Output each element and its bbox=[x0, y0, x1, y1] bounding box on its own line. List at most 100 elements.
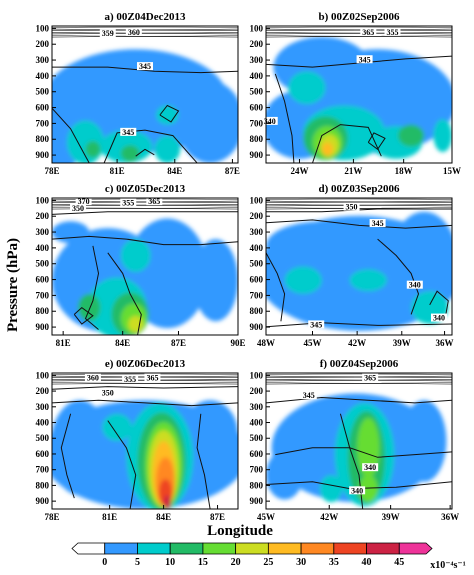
shading-cell bbox=[154, 135, 181, 163]
contour-line bbox=[266, 29, 452, 31]
colorbar-segment bbox=[202, 542, 237, 555]
y-tick-label: 500 bbox=[250, 259, 264, 269]
y-tick-label: 800 bbox=[250, 306, 264, 316]
contour-line bbox=[52, 28, 238, 31]
panel-f: 365 345 340 340 100 200 300 400 500 600 700 800 900 4… bbox=[250, 358, 460, 522]
panel-a: 359 360 345 345 100 200 300 400 500 600 700 800 900 7… bbox=[36, 11, 240, 176]
y-tick-label: 100 bbox=[36, 195, 50, 205]
contour-line bbox=[266, 252, 286, 322]
y-tick-label: 100 bbox=[250, 195, 264, 205]
y-tick-label: 600 bbox=[250, 103, 264, 113]
panel-title: e) 00Z06Dec2013 bbox=[105, 358, 186, 370]
contour-line bbox=[429, 290, 449, 322]
y-tick-label: 200 bbox=[250, 39, 264, 49]
contour-label-bg bbox=[99, 388, 116, 397]
y-tick-label: 900 bbox=[250, 496, 264, 506]
y-tick-label: 600 bbox=[250, 275, 264, 285]
contour-label: 355 bbox=[122, 198, 134, 207]
contour-label-bg bbox=[349, 486, 366, 495]
x-tick-label: 18W bbox=[395, 166, 413, 176]
colorbar-tick-label: 5 bbox=[135, 557, 140, 568]
contour-label-bg bbox=[70, 203, 87, 212]
contour-line bbox=[107, 252, 142, 335]
y-tick-label: 300 bbox=[250, 227, 264, 237]
contour-label: 365 bbox=[362, 28, 374, 37]
shading-cell bbox=[163, 495, 172, 509]
colorbar-segment bbox=[71, 542, 106, 555]
y-tick-label: 800 bbox=[250, 134, 264, 144]
shading-cell bbox=[319, 475, 343, 503]
contour-line bbox=[266, 35, 452, 37]
shading-cell bbox=[359, 475, 378, 503]
contour-line bbox=[84, 245, 100, 330]
contour-label-bg bbox=[120, 198, 137, 207]
shading-cell bbox=[52, 400, 110, 496]
contour-label-bg bbox=[343, 202, 360, 211]
contour-label-bg bbox=[308, 320, 325, 329]
contour-label-bg bbox=[369, 219, 386, 228]
y-tick-label: 700 bbox=[36, 118, 50, 128]
contour-line bbox=[135, 148, 155, 157]
y-tick-label: 900 bbox=[36, 322, 50, 332]
contour-label: 365 bbox=[364, 373, 376, 382]
contour-label-bg bbox=[120, 127, 137, 136]
shading-cell bbox=[284, 266, 322, 294]
contour-line bbox=[52, 211, 238, 215]
contour-label: 340 bbox=[409, 281, 421, 290]
contour-line bbox=[266, 375, 452, 378]
shading-cell bbox=[349, 269, 387, 292]
colorbar-tick-label: 25 bbox=[263, 557, 273, 568]
contour-line bbox=[266, 219, 452, 229]
shading-cell bbox=[193, 239, 238, 322]
contour-label: 345 bbox=[310, 320, 322, 329]
colorbar-segment bbox=[267, 542, 302, 555]
contour-label: 350 bbox=[346, 203, 358, 212]
shading-cell bbox=[266, 450, 304, 500]
contour-label-bg bbox=[261, 116, 278, 125]
shading bbox=[52, 198, 238, 335]
contour-label-bg bbox=[406, 280, 423, 289]
shading-cell bbox=[128, 315, 144, 333]
contour-label-bg bbox=[122, 374, 139, 383]
colorbar-tick-label: 0 bbox=[102, 557, 107, 568]
y-tick-label: 200 bbox=[36, 39, 50, 49]
contour-line bbox=[73, 306, 94, 325]
y-tick-label: 400 bbox=[36, 418, 50, 428]
colorbar-segment bbox=[169, 542, 204, 555]
y-tick-label: 500 bbox=[250, 433, 264, 443]
contour-label: 360 bbox=[87, 373, 99, 382]
panel-e: 360 355 365 350 100 200 300 400 500 600 700 800 900 7… bbox=[36, 358, 239, 522]
panel-d: 350 345 340 340 345 100 200 300 400 500 600 700 800 9… bbox=[250, 183, 454, 348]
contour-label-bg bbox=[75, 197, 92, 206]
contour-line bbox=[266, 380, 452, 382]
upper-blank bbox=[52, 198, 238, 208]
y-tick-label: 900 bbox=[36, 496, 50, 506]
shading bbox=[52, 373, 238, 509]
panel-title: b) 00Z02Sep2006 bbox=[319, 11, 400, 23]
contour-label-bg bbox=[300, 391, 317, 400]
contour-line bbox=[52, 382, 238, 384]
x-tick-label: 42W bbox=[320, 512, 338, 522]
x-tick-label: 87E bbox=[210, 512, 225, 522]
shading-cell bbox=[120, 145, 140, 162]
contour-line bbox=[60, 413, 75, 499]
y-tick-label: 700 bbox=[250, 118, 264, 128]
y-tick-label: 900 bbox=[250, 322, 264, 332]
contour-label: 340 bbox=[433, 314, 445, 323]
x-tick-label: 81E bbox=[56, 338, 71, 348]
y-tick-label: 400 bbox=[250, 418, 264, 428]
colorbar-segment bbox=[366, 542, 400, 555]
y-tick-label: 300 bbox=[250, 55, 264, 65]
contour-label: 345 bbox=[139, 62, 151, 71]
panel-title: a) 00Z04Dec2013 bbox=[105, 11, 186, 23]
contour-line bbox=[266, 383, 452, 385]
shading-cell bbox=[357, 417, 380, 478]
contour-line bbox=[52, 29, 238, 31]
contour-line bbox=[274, 73, 295, 163]
colorbar-segment bbox=[104, 542, 138, 555]
colorbar-tick-label: 35 bbox=[329, 557, 339, 568]
contour-line bbox=[377, 238, 420, 315]
y-tick-label: 400 bbox=[36, 71, 50, 81]
panel-frame bbox=[51, 25, 239, 164]
